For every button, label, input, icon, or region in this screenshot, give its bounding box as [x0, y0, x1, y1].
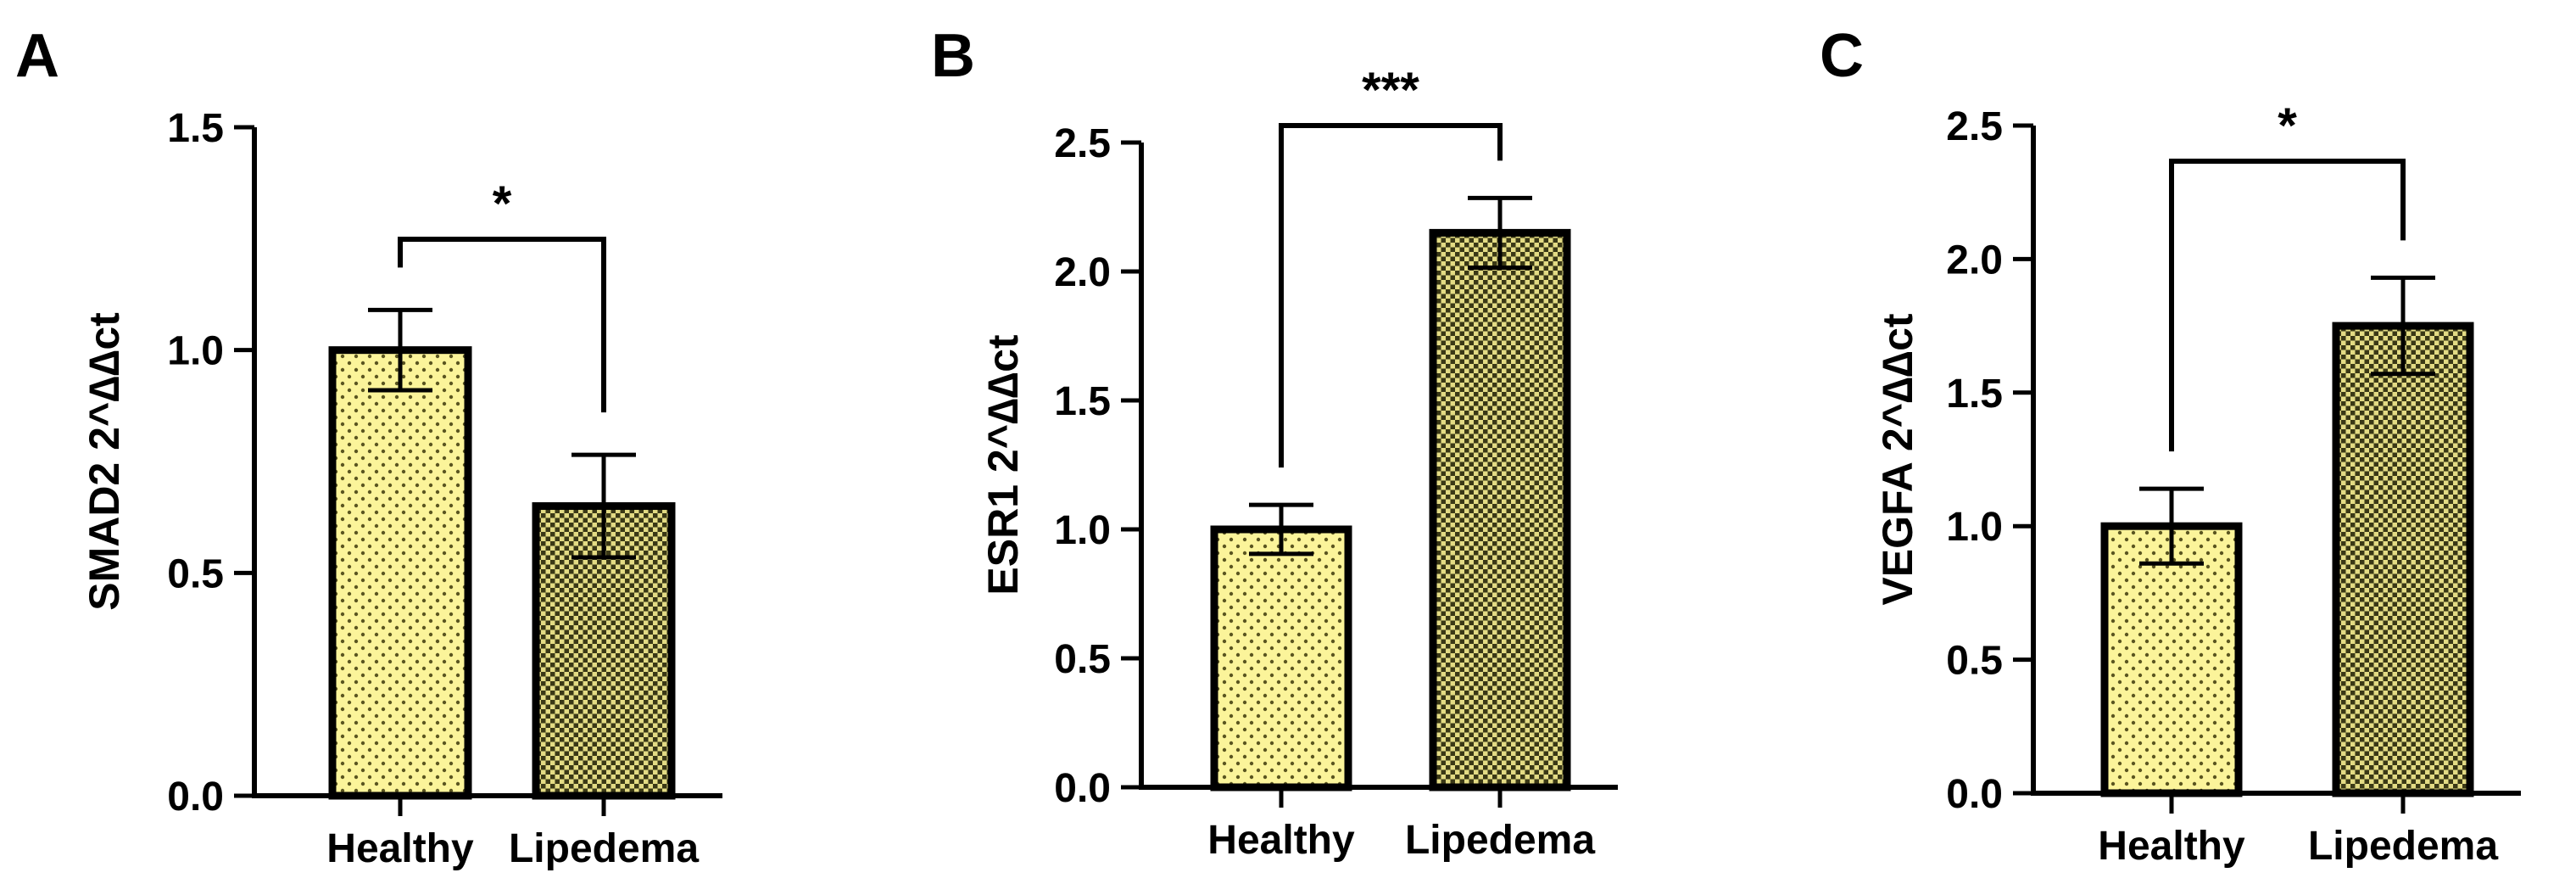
panel-letter: A [15, 22, 59, 90]
y-tick-label: 0.5 [1946, 639, 2003, 684]
y-tick-label: 1.0 [1946, 505, 2003, 550]
y-tick-label: 1.5 [1946, 372, 2003, 417]
significance-label: * [2278, 98, 2297, 154]
chart-panel-b: B 0.0 0.5 1.0 1.5 2.0 2.5 ESR1 2^∆∆ct Healthy Lip… [931, 22, 1618, 863]
y-tick-label: 1.0 [167, 329, 224, 374]
y-tick-label: 1.0 [1054, 508, 1111, 553]
y-tick-label: 0.5 [167, 551, 224, 596]
bar-lipedema [1429, 228, 1571, 792]
y-tick-label: 2.0 [1054, 250, 1111, 295]
y-axis-label: VEGFA 2^∆∆ct [1874, 313, 1921, 606]
y-tick-label: 0.5 [1054, 637, 1111, 682]
y-tick-label: 0.0 [167, 775, 224, 819]
significance-bracket [1279, 123, 1503, 468]
panel-letter: C [1820, 22, 1864, 90]
x-tick-label: Healthy [2098, 824, 2245, 869]
x-tick-label: Lipedema [509, 826, 699, 871]
significance-bracket [2169, 159, 2406, 452]
y-axis-label: SMAD2 2^∆∆ct [81, 312, 128, 611]
y-tick-label: 2.5 [1054, 121, 1111, 166]
y-tick-label: 2.0 [1946, 238, 2003, 282]
panel-letter: B [931, 22, 975, 90]
y-tick-label: 1.5 [1054, 379, 1111, 424]
y-tick-label: 2.5 [1946, 104, 2003, 149]
chart-panel-c: C 0.0 0.5 1.0 1.5 2.0 2.5 VEGFA 2^∆∆ct Healthy Li… [1820, 22, 2521, 869]
y-tick-label: 0.0 [1946, 772, 2003, 817]
x-tick-label: Lipedema [2308, 824, 2498, 869]
significance-bracket [398, 237, 606, 413]
y-tick-label: 1.5 [167, 106, 224, 151]
significance-label: *** [1362, 63, 1419, 118]
significance-label: * [493, 176, 512, 232]
x-tick-label: Healthy [1207, 818, 1355, 863]
bar-healthy [2100, 522, 2243, 797]
y-axis-label: ESR1 2^∆∆ct [979, 334, 1027, 596]
bar-healthy [1210, 525, 1352, 792]
bar-healthy [328, 346, 472, 800]
bar-lipedema [2332, 322, 2474, 797]
chart-panel-a: A 0.0 0.5 1.0 1.5 SMAD2 2^∆∆ct Healthy Lipedema… [15, 22, 722, 871]
x-tick-label: Healthy [326, 826, 474, 871]
x-tick-label: Lipedema [1405, 818, 1595, 863]
y-tick-label: 0.0 [1054, 766, 1111, 811]
